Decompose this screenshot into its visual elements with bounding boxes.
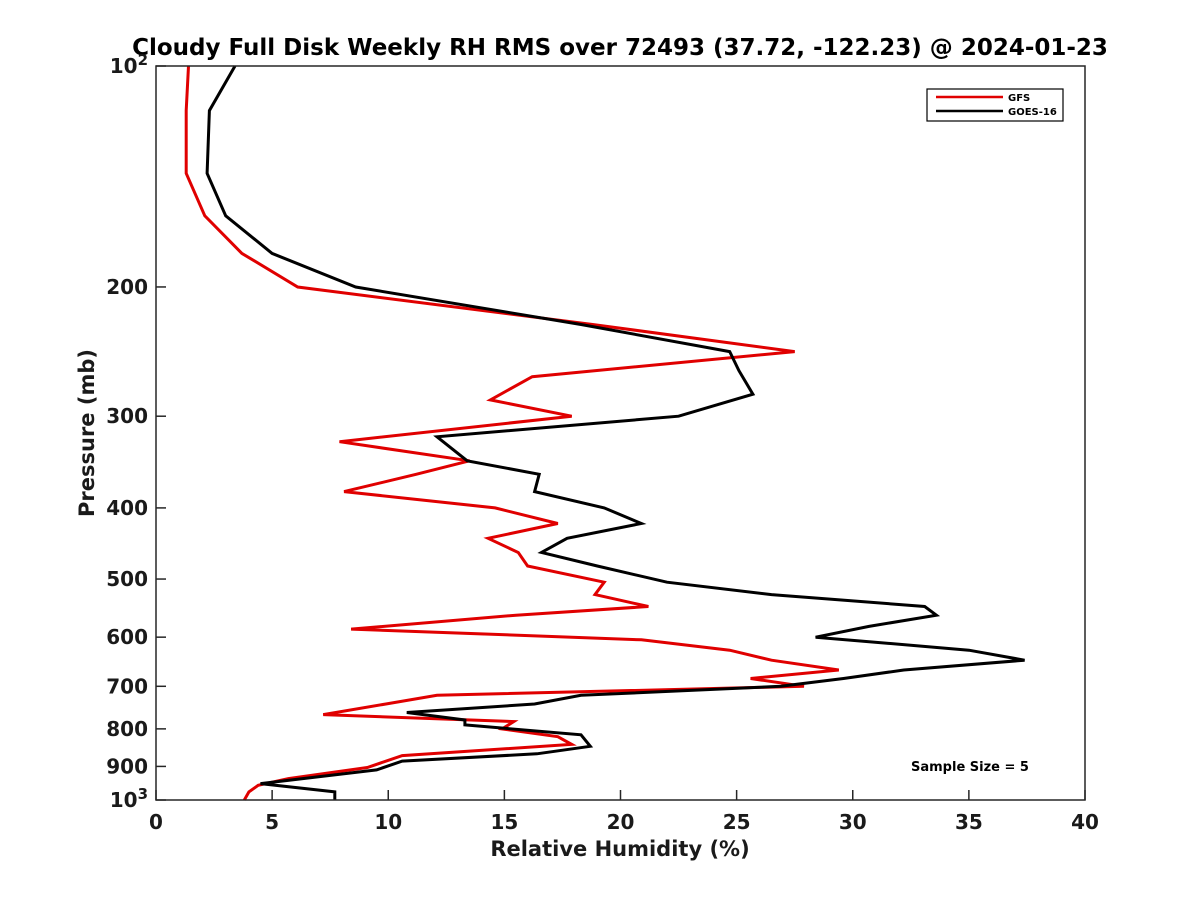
x-tick-label: 10 bbox=[374, 810, 402, 834]
legend: GFS GOES-16 bbox=[926, 88, 1064, 122]
y-tick-label: 103 bbox=[110, 785, 148, 812]
legend-label-gfs: GFS bbox=[1008, 93, 1030, 104]
x-tick-label: 15 bbox=[490, 810, 518, 834]
y-axis-label: Pressure (mb) bbox=[75, 349, 99, 517]
y-tick-label: 500 bbox=[106, 567, 148, 591]
x-tick-label: 20 bbox=[607, 810, 635, 834]
x-tick-label: 40 bbox=[1071, 810, 1099, 834]
x-axis: 0 5 10 15 20 25 30 35 40 bbox=[149, 790, 1099, 834]
y-tick-label: 600 bbox=[106, 625, 148, 649]
legend-label-goes16: GOES-16 bbox=[1008, 107, 1057, 118]
y-tick-label: 400 bbox=[106, 496, 148, 520]
sample-size-annotation: Sample Size = 5 bbox=[911, 760, 1029, 775]
legend-box bbox=[926, 88, 1064, 122]
y-tick-label: 700 bbox=[106, 674, 148, 698]
x-tick-label: 35 bbox=[955, 810, 983, 834]
y-tick-label: 800 bbox=[106, 717, 148, 741]
x-tick-label: 0 bbox=[149, 810, 163, 834]
series-line-gfs bbox=[184, 65, 840, 801]
series-line-goes16 bbox=[205, 65, 1025, 800]
x-tick-label: 30 bbox=[839, 810, 867, 834]
y-tick-label: 300 bbox=[106, 404, 148, 428]
x-axis-label: Relative Humidity (%) bbox=[490, 837, 749, 861]
y-tick-label: 200 bbox=[106, 275, 148, 299]
y-tick-label: 102 bbox=[110, 51, 148, 78]
x-tick-label: 25 bbox=[723, 810, 751, 834]
y-tick-label: 900 bbox=[106, 754, 148, 778]
plot-lines bbox=[184, 65, 1025, 801]
x-tick-label: 5 bbox=[265, 810, 279, 834]
chart-title: Cloudy Full Disk Weekly RH RMS over 7249… bbox=[132, 35, 1108, 61]
y-axis: 102 200 300 400 500 600 700 800 900 103 bbox=[106, 51, 166, 812]
